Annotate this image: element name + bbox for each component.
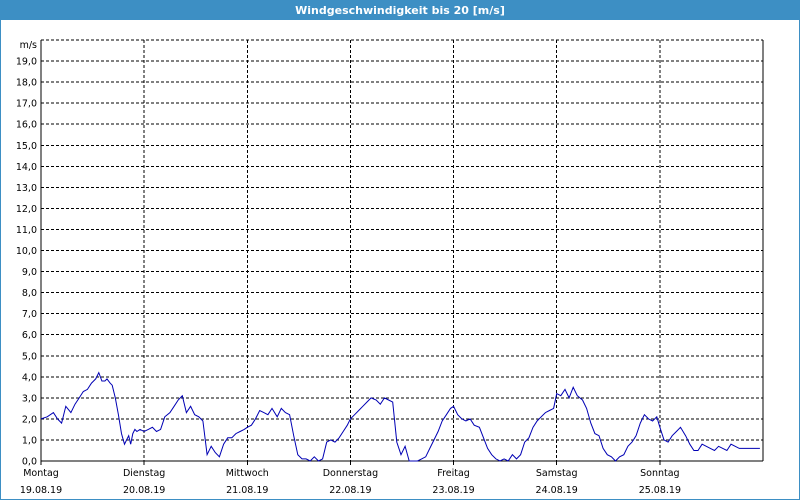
x-tick-day: Samstag bbox=[536, 468, 578, 479]
y-tick-label: 19,0 bbox=[16, 57, 37, 68]
y-tick-label: 9,0 bbox=[22, 267, 37, 278]
axes bbox=[40, 40, 764, 465]
series-line bbox=[40, 371, 760, 462]
y-tick-label: 4,0 bbox=[22, 372, 37, 383]
series-layer bbox=[40, 371, 760, 462]
x-tick-date: 21.08.19 bbox=[226, 485, 268, 496]
y-tick-label: 1,0 bbox=[22, 435, 37, 446]
y-tick-label: 2,0 bbox=[22, 414, 37, 425]
chart-title: Windgeschwindigkeit bis 20 [m/s] bbox=[1, 1, 799, 20]
x-tick-day: Freitag bbox=[437, 468, 470, 479]
y-tick-label: 11,0 bbox=[16, 225, 37, 236]
y-tick-label: 7,0 bbox=[22, 309, 37, 320]
y-tick-label: 17,0 bbox=[16, 99, 37, 110]
x-tick-day: Dienstag bbox=[123, 468, 165, 479]
y-tick-label: 8,0 bbox=[22, 288, 37, 299]
x-tick-date: 24.08.19 bbox=[536, 485, 578, 496]
y-tick-label: 12,0 bbox=[16, 204, 37, 215]
y-tick-label: 5,0 bbox=[22, 351, 37, 362]
x-tick-day: Donnerstag bbox=[323, 468, 378, 479]
x-tick-date: 25.08.19 bbox=[639, 485, 681, 496]
x-tick-date: 20.08.19 bbox=[123, 485, 165, 496]
y-tick-label: 16,0 bbox=[16, 120, 37, 131]
grid bbox=[41, 39, 763, 461]
x-tick-date: 19.08.19 bbox=[20, 485, 62, 496]
x-tick-day: Sonntag bbox=[640, 468, 679, 479]
y-tick-label: 3,0 bbox=[22, 393, 37, 404]
x-tick-day: Montag bbox=[23, 468, 59, 479]
y-tick-label: 10,0 bbox=[16, 246, 37, 257]
x-tick-day: Mittwoch bbox=[226, 468, 269, 479]
y-tick-label: 18,0 bbox=[16, 78, 37, 89]
x-tick-date: 22.08.19 bbox=[329, 485, 371, 496]
tick-labels: 0,0 1,0 2,0 3,0 4,0 5,0 6,0 7,0 8,0 9,0 10,0 11,0 12… bbox=[16, 40, 681, 496]
y-tick-label: 15,0 bbox=[16, 141, 37, 152]
x-tick-date: 23.08.19 bbox=[432, 485, 474, 496]
y-tick-label: 13,0 bbox=[16, 183, 37, 194]
y-tick-label: 14,0 bbox=[16, 162, 37, 173]
y-axis-label: m/s bbox=[20, 40, 37, 51]
y-tick-label: 0,0 bbox=[22, 457, 37, 468]
y-tick-label: 6,0 bbox=[22, 330, 37, 341]
